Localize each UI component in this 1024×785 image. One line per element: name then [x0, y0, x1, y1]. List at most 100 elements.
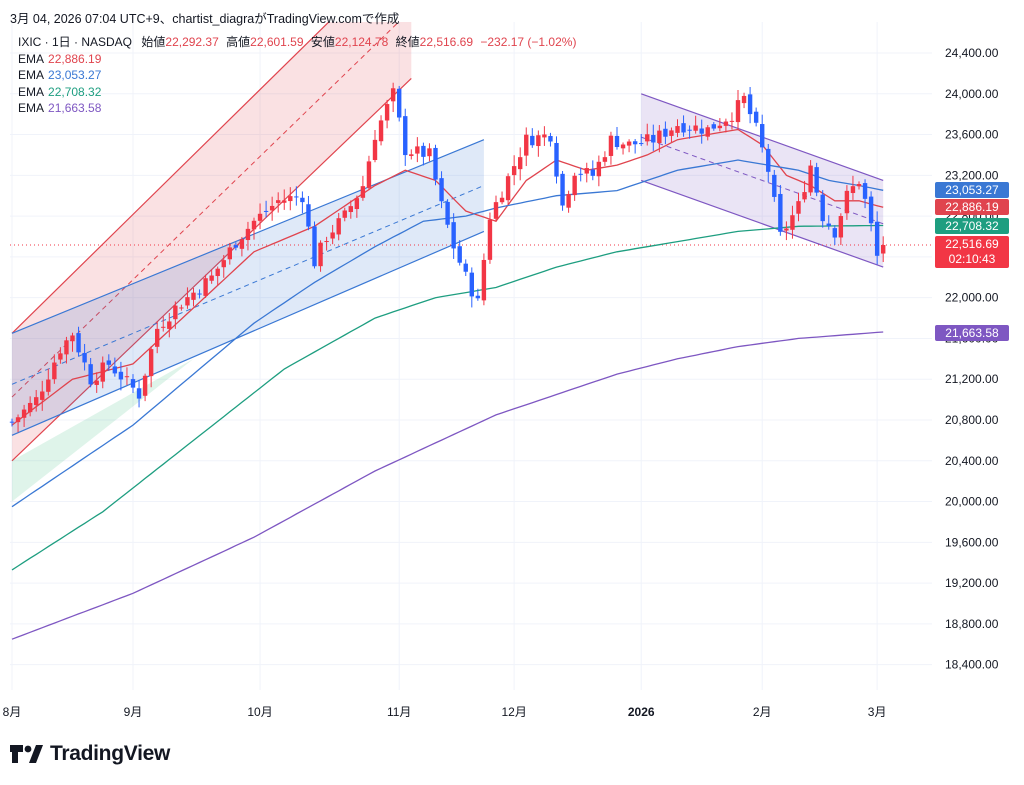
candle-body — [741, 95, 747, 104]
price-label: 22,708.32 — [935, 218, 1009, 234]
candle-body — [312, 226, 317, 267]
tradingview-logo[interactable]: TradingView — [10, 742, 170, 766]
candle-body — [100, 362, 105, 382]
candle-body — [493, 202, 499, 219]
grid-lines — [10, 22, 932, 690]
candle-body — [82, 352, 87, 363]
channel-fill-extension — [12, 358, 194, 502]
price-label-text: 22,708.32 — [945, 219, 999, 233]
candle — [378, 115, 384, 146]
candle — [342, 207, 347, 222]
high-value: 22,601.59 — [250, 35, 304, 49]
legend-ema-2[interactable]: EMA 23,053.27 — [18, 67, 576, 84]
legend-ema-4[interactable]: EMA 21,663.58 — [18, 100, 576, 117]
ohlc-row: IXIC · 1日 · NASDAQ 始値22,292.37 高値22,601.… — [18, 34, 576, 51]
candle-body — [747, 94, 753, 115]
candle — [173, 301, 178, 329]
candle-body — [554, 142, 559, 177]
candle-body — [257, 213, 263, 221]
low-label: 安値 — [310, 35, 335, 49]
candle — [632, 139, 638, 154]
candle — [814, 162, 819, 197]
candle-body — [463, 263, 468, 272]
candle — [64, 336, 69, 364]
candle — [554, 136, 559, 184]
ema-value: 23,053.27 — [48, 68, 102, 82]
candle-body — [729, 120, 735, 122]
candle — [711, 122, 716, 131]
channel-fill-1 — [12, 22, 412, 461]
candle — [524, 127, 529, 167]
candle-body — [112, 366, 118, 374]
candle — [9, 418, 15, 427]
channel-lower-1 — [11, 78, 412, 462]
candle — [263, 200, 269, 218]
candle — [663, 121, 668, 145]
countdown-text: 02:10:43 — [949, 252, 996, 266]
candle — [257, 203, 263, 230]
candle-body — [760, 124, 765, 148]
candle — [360, 175, 366, 201]
candle — [282, 189, 287, 210]
candle-body — [772, 174, 777, 197]
candle — [82, 343, 87, 371]
candle — [130, 374, 136, 393]
candle — [397, 85, 402, 122]
price-label-text: 21,663.58 — [945, 326, 999, 340]
price-labels: 23,053.27 22,886.19 22,708.32 22,516.6902:1… — [935, 182, 1009, 341]
candle — [209, 269, 214, 284]
candle — [185, 287, 190, 309]
candle-body — [796, 201, 801, 214]
candle — [409, 149, 414, 160]
candle — [844, 185, 850, 220]
y-tick-label: 19,200.00 — [945, 576, 999, 590]
candle — [197, 289, 202, 299]
candle — [136, 379, 142, 408]
candle-body — [675, 126, 680, 133]
candle-body — [372, 139, 378, 161]
candle — [753, 107, 759, 127]
symbol-label[interactable]: IXIC · 1日 · NASDAQ — [18, 35, 133, 49]
ema-value: 22,708.32 — [48, 84, 102, 99]
candle — [505, 173, 511, 206]
candle-body — [814, 167, 819, 193]
candle — [530, 128, 535, 148]
candle-body — [94, 380, 99, 385]
candle — [124, 367, 130, 386]
open-label: 始値 — [141, 35, 166, 49]
legend-ema-1[interactable]: EMA 22,886.19 — [18, 51, 576, 68]
candle — [729, 112, 735, 130]
candle-body — [106, 360, 111, 365]
candle — [838, 213, 844, 246]
candle — [106, 354, 111, 371]
candle-body — [318, 242, 323, 267]
candle — [639, 133, 644, 147]
candle — [15, 414, 21, 433]
candle — [868, 191, 874, 232]
candle-body — [826, 223, 831, 227]
candle — [796, 192, 801, 222]
candle-body — [21, 409, 27, 418]
candle — [94, 372, 99, 393]
candle-body — [118, 371, 124, 380]
candle-body — [487, 219, 493, 260]
candle — [578, 167, 583, 182]
candle — [778, 184, 783, 236]
channel-fill-2 — [12, 139, 484, 436]
candle-body — [838, 216, 844, 238]
candle-body — [469, 272, 474, 297]
close-value: 22,516.69 — [419, 35, 474, 49]
channel-upper-1 — [11, 22, 330, 334]
candle-body — [9, 421, 15, 423]
candle-body — [868, 196, 874, 224]
x-tick-label: 8月 — [3, 705, 22, 719]
candle-body — [602, 157, 608, 162]
channel-lower-3 — [640, 179, 884, 268]
candle — [215, 266, 220, 286]
candle — [27, 396, 33, 417]
legend-ema-3[interactable]: EMA 22,708.32 — [18, 84, 576, 101]
candle — [88, 357, 93, 388]
price-label-text: 22,886.19 — [945, 200, 999, 214]
y-tick-label: 18,800.00 — [945, 617, 999, 631]
